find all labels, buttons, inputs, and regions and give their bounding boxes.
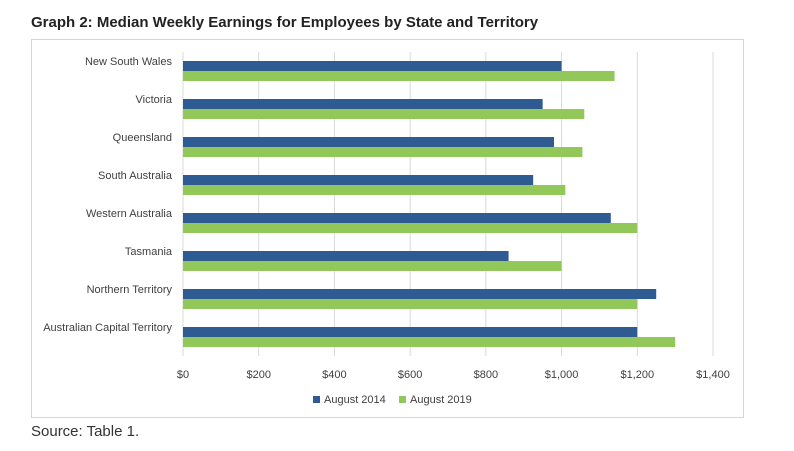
legend-swatch [313, 396, 320, 403]
category-label: Northern Territory [87, 284, 173, 296]
legend-label: August 2014 [324, 394, 386, 406]
x-tick-label: $800 [474, 369, 498, 381]
category-label: South Australia [98, 170, 173, 182]
bar-2019 [183, 185, 566, 195]
category-labels: New South Wales Victoria Queensland South A… [43, 56, 173, 334]
bar-2019 [183, 71, 615, 81]
bar-2014 [183, 175, 534, 185]
bar-2019 [183, 109, 585, 119]
bar-2014 [183, 251, 509, 261]
bar-2019 [183, 223, 638, 233]
category-label: Australian Capital Territory [43, 322, 172, 334]
bar-2019 [183, 147, 583, 157]
category-label: Victoria [136, 94, 173, 106]
x-tick-label: $1,000 [545, 369, 579, 381]
bar-2014 [183, 289, 657, 299]
category-label: Tasmania [125, 246, 173, 258]
category-label: New South Wales [85, 56, 173, 68]
bar-2014 [183, 61, 562, 71]
chart-title: Graph 2: Median Weekly Earnings for Empl… [31, 14, 539, 31]
x-tick-label: $1,200 [620, 369, 654, 381]
x-tick-label: $1,400 [696, 369, 730, 381]
legend-label: August 2019 [410, 394, 472, 406]
bar-2014 [183, 213, 611, 223]
bar-2019 [183, 337, 676, 347]
legend-swatch [399, 396, 406, 403]
category-label: Western Australia [86, 208, 173, 220]
x-tick-label: $200 [246, 369, 270, 381]
x-tick-labels: $0 $200 $400 $600 $800 $1,000 $1,200 $1,400 [177, 369, 730, 381]
source-note: Source: Table 1. [31, 423, 140, 440]
bar-2014 [183, 137, 554, 147]
category-label: Queensland [113, 132, 172, 144]
gridlines [182, 52, 714, 356]
x-tick-label: $400 [322, 369, 346, 381]
chart-frame [31, 39, 744, 418]
bar-2019 [183, 261, 562, 271]
bars [183, 61, 676, 347]
bar-2019 [183, 299, 638, 309]
bar-2014 [183, 99, 543, 109]
legend: August 2014 August 2019 [313, 394, 472, 406]
x-tick-label: $0 [177, 369, 189, 381]
bar-2014 [183, 327, 638, 337]
x-tick-label: $600 [398, 369, 422, 381]
